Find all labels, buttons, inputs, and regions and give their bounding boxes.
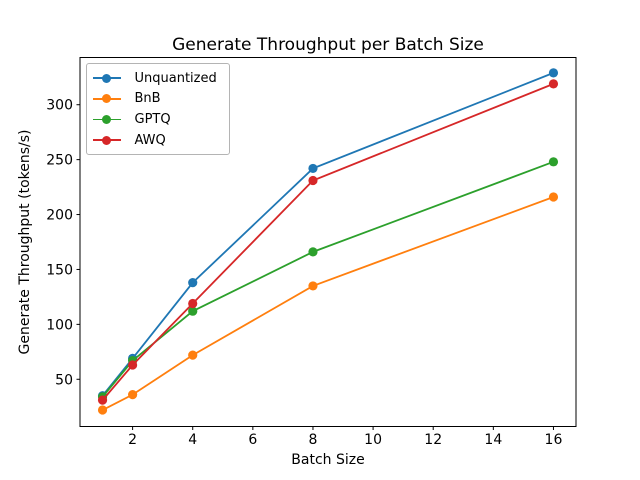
axes-frame bbox=[79, 57, 577, 427]
y-tick-label: 250 bbox=[46, 153, 73, 169]
series-marker-bnb bbox=[548, 192, 559, 202]
y-axis-label: Generate Throughput (tokens/s) bbox=[17, 129, 33, 355]
legend-label: BnB bbox=[134, 91, 161, 107]
y-tick-label: 50 bbox=[55, 372, 73, 388]
chart-title: Generate Throughput per Batch Size bbox=[172, 35, 484, 55]
series-marker-awq bbox=[128, 360, 138, 370]
series-marker-unquantized bbox=[308, 163, 318, 174]
series-marker-awq bbox=[548, 79, 559, 89]
series-marker-bnb bbox=[97, 405, 108, 415]
series-marker-bnb bbox=[128, 390, 138, 400]
x-axis-label: Batch Size bbox=[291, 452, 365, 468]
legend-line-marker-icon bbox=[92, 135, 121, 145]
x-tick-label: 14 bbox=[484, 432, 502, 448]
series-marker-gptq bbox=[308, 247, 318, 257]
series-marker-bnb bbox=[188, 350, 198, 360]
legend: Unquantized BnB GPTQ AWQ bbox=[85, 63, 230, 156]
legend-line-marker-icon bbox=[92, 114, 121, 124]
series-marker-unquantized bbox=[548, 68, 559, 78]
x-tick-label: 6 bbox=[248, 432, 257, 448]
legend-label: Unquantized bbox=[134, 70, 217, 86]
series-marker-awq bbox=[97, 395, 108, 405]
series-marker-bnb bbox=[308, 281, 318, 291]
series-marker-awq bbox=[308, 175, 318, 186]
y-tick-label: 200 bbox=[46, 208, 73, 224]
y-tick-label: 150 bbox=[46, 262, 73, 278]
series-marker-gptq bbox=[548, 157, 559, 167]
x-tick-label: 8 bbox=[309, 432, 318, 448]
series-line-bnb bbox=[102, 196, 554, 411]
legend-item-awq: AWQ bbox=[92, 130, 217, 151]
legend-label: AWQ bbox=[134, 132, 166, 148]
series-marker-gptq bbox=[188, 306, 198, 316]
legend-label: GPTQ bbox=[134, 111, 171, 127]
legend-line-marker-icon bbox=[92, 94, 121, 104]
series-line-gptq bbox=[101, 160, 554, 398]
x-tick-label: 10 bbox=[364, 432, 382, 448]
legend-item-gptq: GPTQ bbox=[92, 109, 217, 130]
series-marker-unquantized bbox=[188, 278, 198, 288]
x-tick-label: 2 bbox=[128, 432, 137, 448]
x-tick-label: 12 bbox=[424, 432, 442, 448]
legend-item-bnb: BnB bbox=[92, 89, 217, 110]
y-tick-label: 100 bbox=[46, 317, 73, 333]
x-tick-label: 4 bbox=[188, 432, 197, 448]
legend-item-unquantized: Unquantized bbox=[92, 68, 217, 89]
y-tick-label: 300 bbox=[46, 98, 73, 114]
x-tick-label: 16 bbox=[545, 432, 563, 448]
legend-line-marker-icon bbox=[92, 73, 121, 83]
series-marker-awq bbox=[188, 298, 198, 309]
